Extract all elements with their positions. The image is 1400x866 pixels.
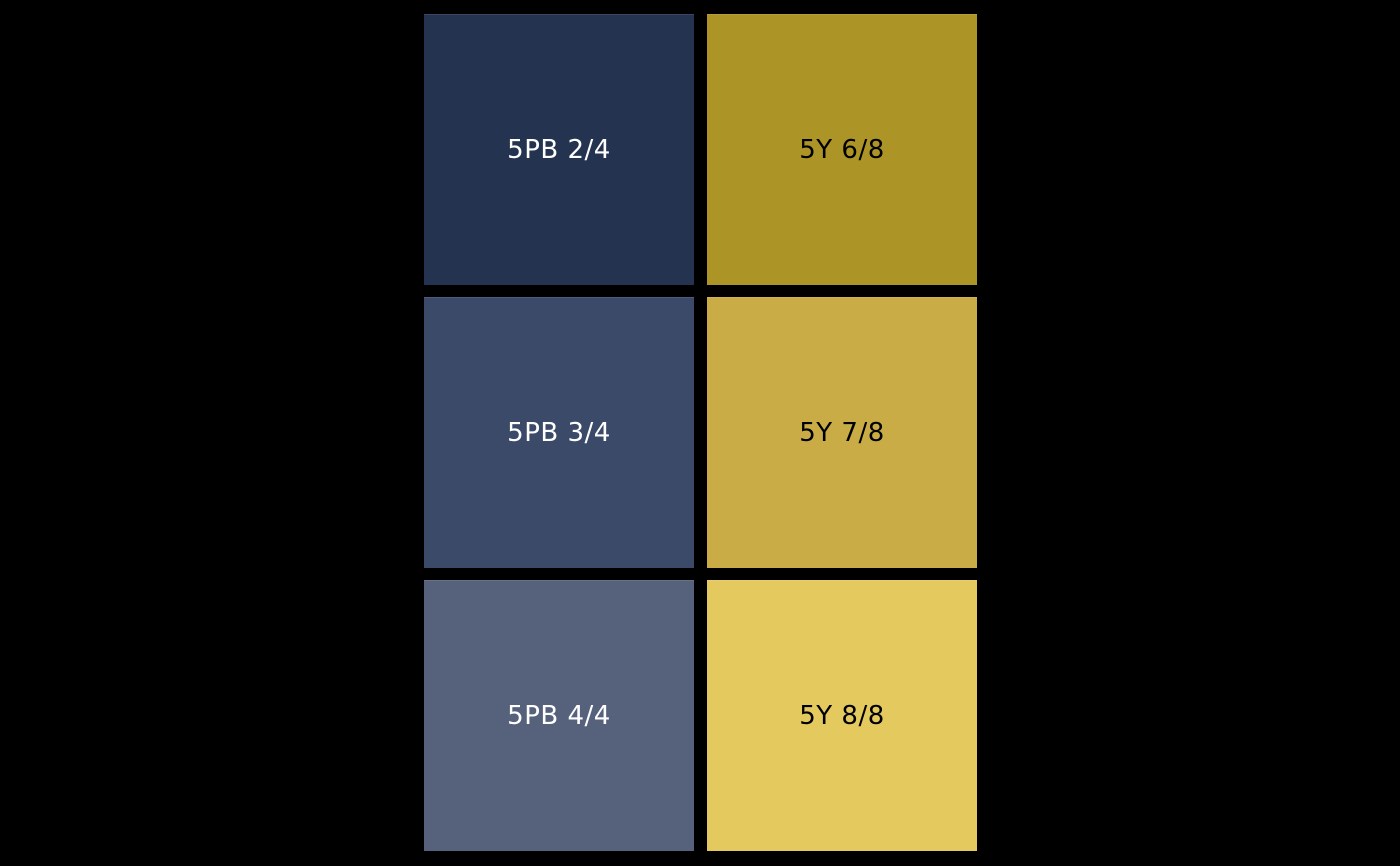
- swatch-label: 5PB 4/4: [507, 700, 611, 731]
- color-swatch-5y-7-8: 5Y 7/8: [707, 297, 977, 568]
- swatch-label: 5Y 7/8: [799, 417, 885, 448]
- color-swatch-5y-8-8: 5Y 8/8: [707, 580, 977, 851]
- munsell-swatch-grid: 5PB 2/4 5Y 6/8 5PB 3/4 5Y 7/8 5PB 4/4 5Y…: [424, 14, 977, 851]
- swatch-label: 5Y 8/8: [799, 700, 885, 731]
- color-swatch-5pb-2-4: 5PB 2/4: [424, 14, 694, 285]
- swatch-label: 5PB 3/4: [507, 417, 611, 448]
- color-swatch-5y-6-8: 5Y 6/8: [707, 14, 977, 285]
- color-swatch-5pb-3-4: 5PB 3/4: [424, 297, 694, 568]
- swatch-label: 5PB 2/4: [507, 134, 611, 165]
- swatch-label: 5Y 6/8: [799, 134, 885, 165]
- color-swatch-5pb-4-4: 5PB 4/4: [424, 580, 694, 851]
